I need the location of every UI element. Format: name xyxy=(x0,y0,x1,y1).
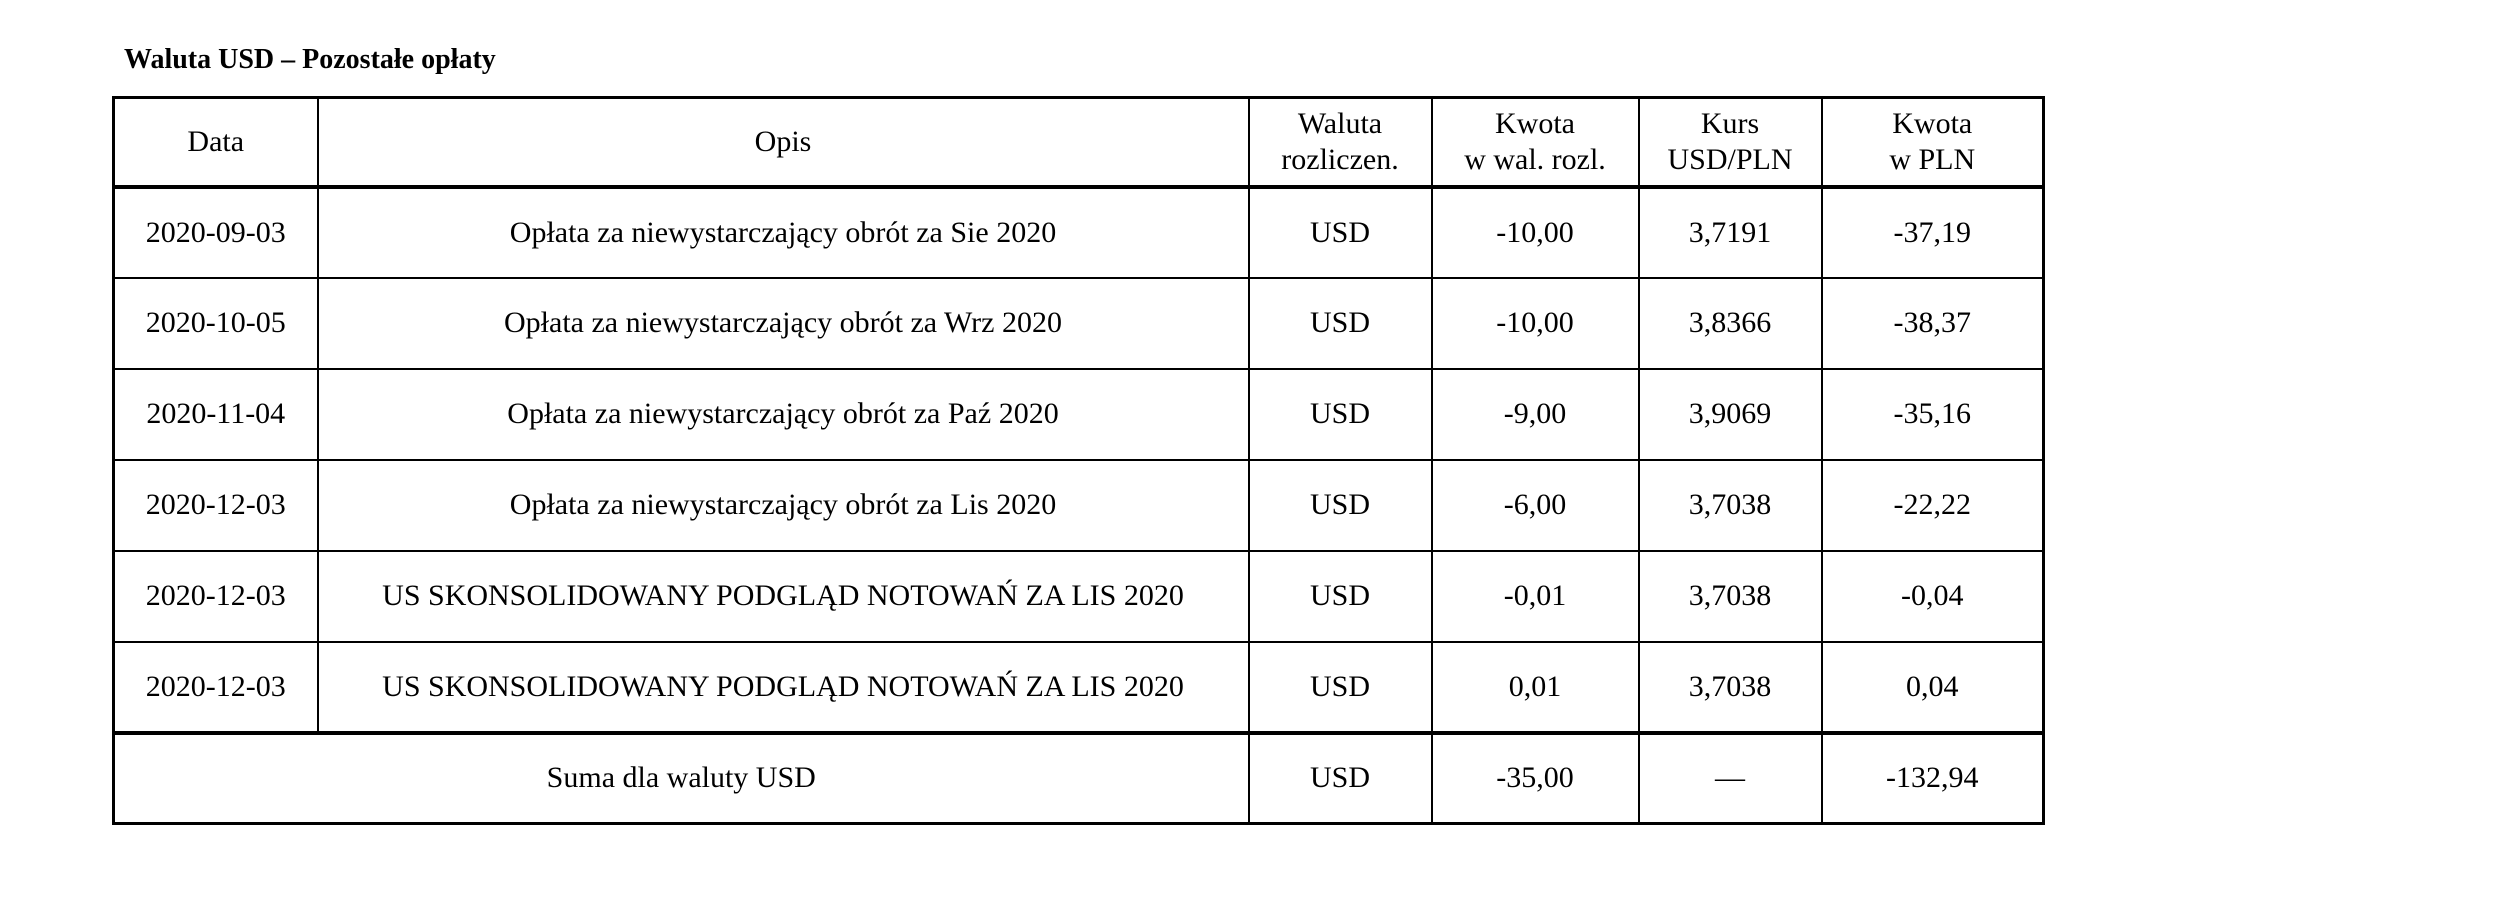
table-cell: -35,16 xyxy=(1820,367,2045,461)
table-cell: 2020-12-03 xyxy=(112,549,319,643)
header-cell: Kurs USD/PLN xyxy=(1637,96,1823,189)
table-cell: USD xyxy=(1247,367,1433,461)
header-line: Opis xyxy=(754,124,812,158)
table-cell: USD xyxy=(1247,458,1433,552)
table-row: 2020-09-03 Opłata za niewystarczający obr… xyxy=(112,185,2045,279)
table-cell: 2020-10-05 xyxy=(112,276,319,370)
header-line: w wal. rozl. xyxy=(1464,142,1606,176)
table-row: 2020-12-03 Opłata za niewystarczający obr… xyxy=(112,458,2045,552)
table-cell: 2020-09-03 xyxy=(112,185,319,279)
table-cell: 3,9069 xyxy=(1637,367,1823,461)
total-cell: -35,00 xyxy=(1430,730,1640,825)
table-cell: -22,22 xyxy=(1820,458,2045,552)
table-cell: -10,00 xyxy=(1430,185,1640,279)
table-cell: Opłata za niewystarczający obrót za Lis … xyxy=(316,458,1250,552)
total-cell: USD xyxy=(1247,730,1433,825)
table-row: 2020-12-03 US SKONSOLIDOWANY PODGLĄD NOTO… xyxy=(112,549,2045,643)
header-row: Data Opis Waluta rozliczen. Kwota w wal. rozl… xyxy=(112,96,2045,189)
table-cell: -10,00 xyxy=(1430,276,1640,370)
header-line: USD/PLN xyxy=(1667,142,1793,176)
table-row: 2020-10-05 Opłata za niewystarczający obr… xyxy=(112,276,2045,370)
total-row: Suma dla waluty USD USD -35,00— -132,94 xyxy=(112,730,2045,825)
table-cell: 3,8366 xyxy=(1637,276,1823,370)
table-cell: USD xyxy=(1247,276,1433,370)
table-cell: 0,04 xyxy=(1820,640,2045,734)
table-cell: 2020-11-04 xyxy=(112,367,319,461)
table-cell: -37,19 xyxy=(1820,185,2045,279)
table-cell: US SKONSOLIDOWANY PODGLĄD NOTOWAŃ ZA LIS… xyxy=(316,549,1250,643)
header-line: Kwota xyxy=(1892,106,1973,140)
section-title: Waluta USD – Pozostałe opłaty xyxy=(124,44,496,75)
table-cell: -9,00 xyxy=(1430,367,1640,461)
header-line: Waluta xyxy=(1297,106,1383,140)
total-cell: Suma dla waluty USD xyxy=(112,730,1250,825)
header-line: Kurs xyxy=(1700,106,1760,140)
table-cell: 3,7038 xyxy=(1637,458,1823,552)
table-cell: 2020-12-03 xyxy=(112,458,319,552)
table-cell: -0,01 xyxy=(1430,549,1640,643)
table-cell: US SKONSOLIDOWANY PODGLĄD NOTOWAŃ ZA LIS… xyxy=(316,640,1250,734)
table-cell: 3,7038 xyxy=(1637,640,1823,734)
table-cell: -0,04 xyxy=(1820,549,2045,643)
header-cell: Kwota w wal. rozl. xyxy=(1430,96,1640,189)
table-cell: -6,00 xyxy=(1430,458,1640,552)
header-cell: Data xyxy=(112,96,319,189)
table-cell: USD xyxy=(1247,640,1433,734)
table-row: 2020-11-04 Opłata za niewystarczający obr… xyxy=(112,367,2045,461)
table-cell: 0,01 xyxy=(1430,640,1640,734)
table-cell: Opłata za niewystarczający obrót za Wrz … xyxy=(316,276,1250,370)
header-cell: Opis xyxy=(316,96,1250,189)
table-header: Data Opis Waluta rozliczen. Kwota w wal. rozl… xyxy=(112,96,2045,189)
header-line: rozliczen. xyxy=(1281,142,1399,176)
table-cell: 2020-12-03 xyxy=(112,640,319,734)
table-cell: -38,37 xyxy=(1820,276,2045,370)
table-body: 2020-09-03 Opłata za niewystarczający obr… xyxy=(112,185,2045,825)
table-cell: Opłata za niewystarczający obrót za Sie … xyxy=(316,185,1250,279)
header-cell: Kwota w PLN xyxy=(1820,96,2045,189)
fees-table: Data Opis Waluta rozliczen. Kwota w wal. rozl… xyxy=(112,96,2045,825)
total-cell: — xyxy=(1637,730,1823,825)
table-cell: USD xyxy=(1247,549,1433,643)
table-cell: 3,7191 xyxy=(1637,185,1823,279)
header-cell: Waluta rozliczen. xyxy=(1247,96,1433,189)
table-cell: Opłata za niewystarczający obrót za Paź … xyxy=(316,367,1250,461)
total-cell: -132,94 xyxy=(1820,730,2045,825)
header-line: Data xyxy=(187,124,245,158)
header-line: Kwota xyxy=(1495,106,1575,140)
header-line: w PLN xyxy=(1889,142,1976,176)
table-cell: 3,7038 xyxy=(1637,549,1823,643)
table-cell: USD xyxy=(1247,185,1433,279)
table-row: 2020-12-03 US SKONSOLIDOWANY PODGLĄD NOTO… xyxy=(112,640,2045,734)
